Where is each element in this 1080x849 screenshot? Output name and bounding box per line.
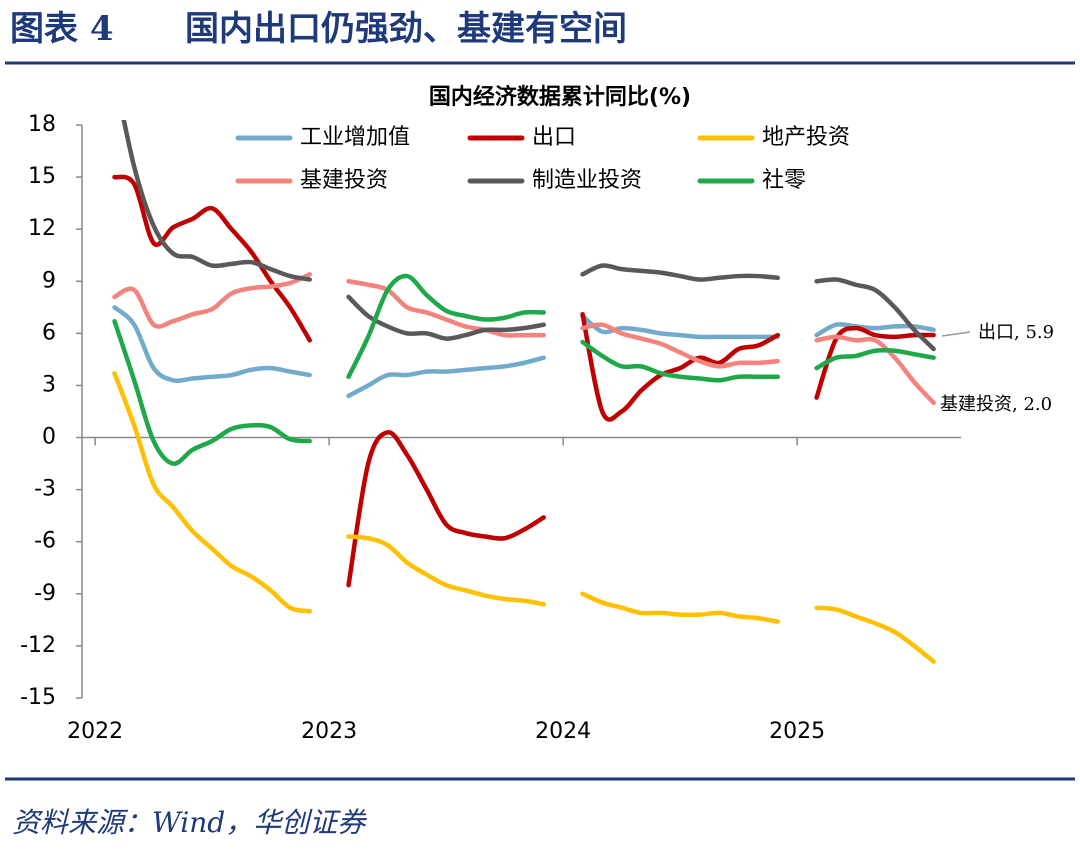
- y-tick-label: 6: [42, 320, 56, 345]
- y-tick-label: -6: [34, 529, 56, 554]
- series-line: [121, 120, 936, 352]
- legend-label: 工业增加值: [300, 125, 410, 150]
- legend-label: 基建投资: [300, 168, 388, 193]
- series-line: [112, 305, 936, 399]
- y-tick-label: 18: [28, 112, 56, 137]
- y-tick-label: 12: [28, 216, 56, 241]
- x-tick-label: 2024: [535, 719, 591, 744]
- source: 资料来源：Wind，华创证券: [12, 806, 367, 839]
- y-tick-label: -3: [34, 477, 56, 502]
- annotation: 基建投资, 2.0: [940, 394, 1052, 415]
- legend-label: 制造业投资: [532, 168, 642, 193]
- y-tick-label: 0: [42, 425, 56, 450]
- y-tick-label: -15: [20, 685, 56, 710]
- x-tick-label: 2022: [67, 719, 123, 744]
- figure-title: 国内出口仍强劲、基建有空间: [185, 9, 627, 49]
- x-tick-label: 2023: [301, 719, 357, 744]
- x-tick-label: 2025: [769, 719, 825, 744]
- chart-title: 国内经济数据累计同比(%): [429, 84, 691, 110]
- y-tick-label: 3: [42, 372, 56, 397]
- legend-label: 地产投资: [762, 125, 850, 150]
- series-line: [112, 273, 936, 466]
- legend-label: 社零: [762, 168, 806, 193]
- figure-label: 图表 4: [10, 9, 114, 49]
- y-tick-label: 9: [42, 268, 56, 293]
- plot-area: [112, 120, 936, 664]
- annotation-connector: [941, 331, 971, 337]
- series-line: [112, 174, 936, 588]
- series-line: [112, 272, 936, 406]
- legend-label: 出口: [532, 125, 576, 150]
- annotation: 出口, 5.9: [978, 322, 1054, 343]
- y-tick-label: 15: [28, 164, 56, 189]
- y-tick-label: -9: [34, 581, 56, 606]
- y-tick-label: -12: [20, 633, 56, 658]
- series-line: [112, 371, 936, 664]
